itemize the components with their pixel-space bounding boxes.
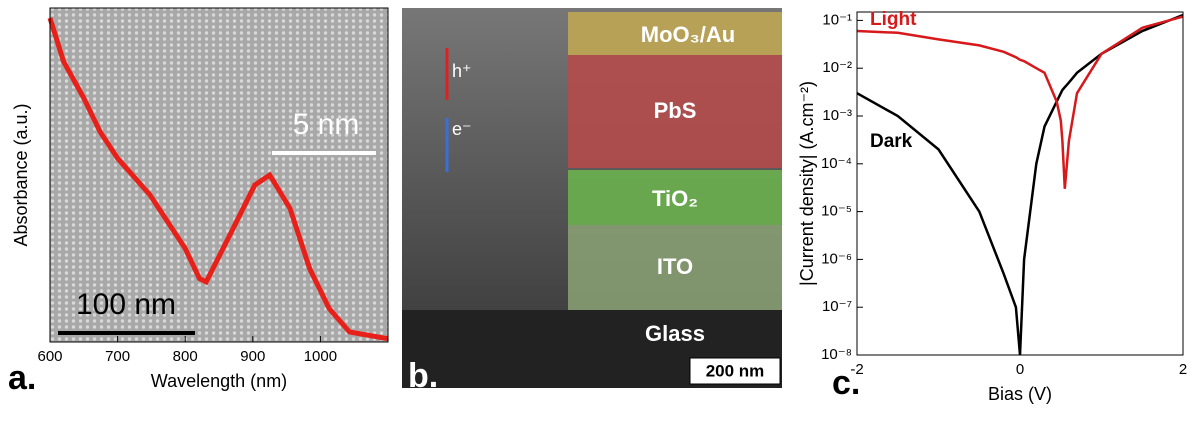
x-tick-label: 800 <box>173 348 198 365</box>
plot-frame <box>856 11 1184 356</box>
scale-bar-label: 200 nm <box>706 361 765 380</box>
data-line <box>856 13 1184 356</box>
y-tick-label: 10⁻⁷ <box>822 298 852 315</box>
panel-label: a. <box>8 359 36 397</box>
y-tick-label: 10⁻² <box>822 59 852 76</box>
annotation: 100 nm <box>76 288 176 321</box>
x-tick-label: 2 <box>1179 361 1187 378</box>
x-tick-label: 600 <box>37 348 62 365</box>
x-tick-label: 700 <box>105 348 130 365</box>
layer <box>568 225 782 310</box>
micrograph-panel: MoO₃/Au PbS TiO₂ ITO Glass h⁺ e⁻ 200 nm … <box>402 8 782 395</box>
layer <box>568 12 782 55</box>
y-tick-label: 10⁻¹ <box>822 11 852 28</box>
y-tick-label: 10⁻⁸ <box>821 346 852 363</box>
carrier: e⁻ <box>452 119 472 139</box>
x-tick-label: -2 <box>850 361 863 378</box>
data-line <box>856 15 1184 189</box>
annotation: 5 nm <box>293 108 360 141</box>
layer <box>568 55 782 168</box>
x-tick-label: 900 <box>240 348 265 365</box>
x-tick-label: 1000 <box>304 348 337 365</box>
layer-label: Glass <box>645 321 705 346</box>
panel-label: c. <box>832 364 860 402</box>
y-tick-label: 10⁻⁴ <box>821 155 852 172</box>
panel-label: b. <box>408 357 438 395</box>
y-axis-label: Absorbance (a.u.) <box>11 103 31 246</box>
y-tick-label: 10⁻⁶ <box>821 250 852 267</box>
tem-image <box>50 8 388 342</box>
layer-label: TiO₂ <box>652 186 698 211</box>
layer-label: MoO₃/Au <box>641 22 736 47</box>
series-label: Light <box>870 9 917 30</box>
x-axis-label: Wavelength (nm) <box>151 371 287 391</box>
layer-label: PbS <box>654 98 697 123</box>
x-axis-label: Bias (V) <box>988 384 1052 404</box>
data-line <box>47 17 389 342</box>
y-tick-label: 10⁻⁵ <box>821 203 852 220</box>
plot-frame <box>49 7 389 343</box>
series-label: Dark <box>870 131 913 152</box>
x-tick-label: 0 <box>1016 361 1024 378</box>
layer <box>568 170 782 225</box>
carrier: h⁺ <box>452 61 472 81</box>
layer-label: ITO <box>657 254 693 279</box>
scale-box <box>689 357 781 385</box>
y-tick-label: 10⁻³ <box>822 107 852 124</box>
y-axis-label: |Current density| (A.cm⁻²) <box>797 81 817 286</box>
